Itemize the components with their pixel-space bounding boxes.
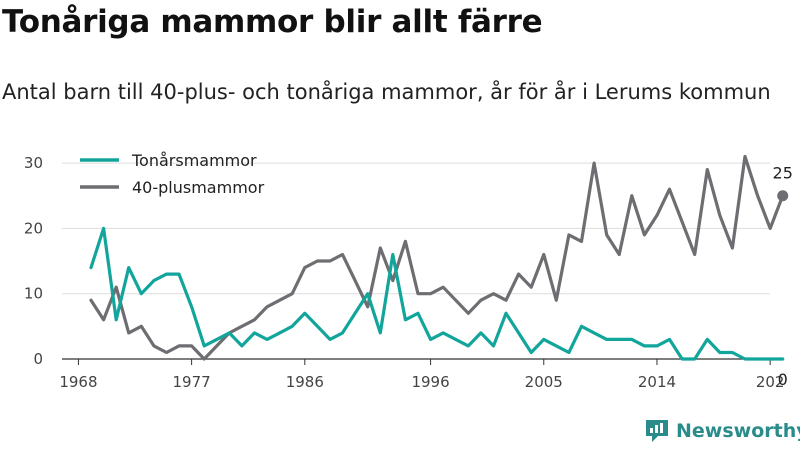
series-line-tonarsmammor: [89, 226, 785, 361]
chart-title: Tonåriga mammor blir allt färre: [2, 4, 543, 40]
end-label-40-plusmammor: 25: [773, 164, 793, 183]
end-label-tonarsmammor: 0: [778, 370, 788, 389]
end-point-40-plusmammor: [777, 190, 789, 202]
x-tick-label: 2014: [638, 373, 676, 391]
legend: Tonårsmammor 40-plusmammor: [80, 151, 265, 197]
y-tick-label: 10: [24, 285, 43, 303]
legend-label: Tonårsmammor: [131, 151, 257, 170]
series-line-40-plusmammor: [89, 154, 785, 361]
y-tick-label: 30: [24, 154, 43, 172]
x-tick-label: 2005: [525, 373, 563, 391]
x-tick-label: 1977: [173, 373, 211, 391]
y-tick-label: 20: [24, 219, 43, 237]
end-labels: 25 0: [773, 164, 793, 389]
brand-name: Newsworthy: [676, 420, 800, 442]
chart-subtitle: Antal barn till 40-plus- och tonåriga ma…: [2, 80, 771, 104]
series-lines: [89, 154, 785, 361]
y-axis-ticks: 0 10 20 30: [24, 154, 43, 368]
x-tick-label: 1968: [59, 373, 97, 391]
gridlines: [62, 162, 770, 295]
newsworthy-logo-icon: [646, 420, 668, 442]
x-tick-label: 1986: [286, 373, 324, 391]
y-tick-label: 0: [33, 350, 43, 368]
brand-logo: Newsworthy: [644, 418, 800, 444]
x-axis: 1968 1977 1986 1996 2005 2014 202: [59, 358, 785, 391]
x-tick-label: 1996: [411, 373, 449, 391]
x-tick-label: 202: [756, 373, 785, 391]
legend-label: 40-plusmammor: [132, 178, 265, 197]
